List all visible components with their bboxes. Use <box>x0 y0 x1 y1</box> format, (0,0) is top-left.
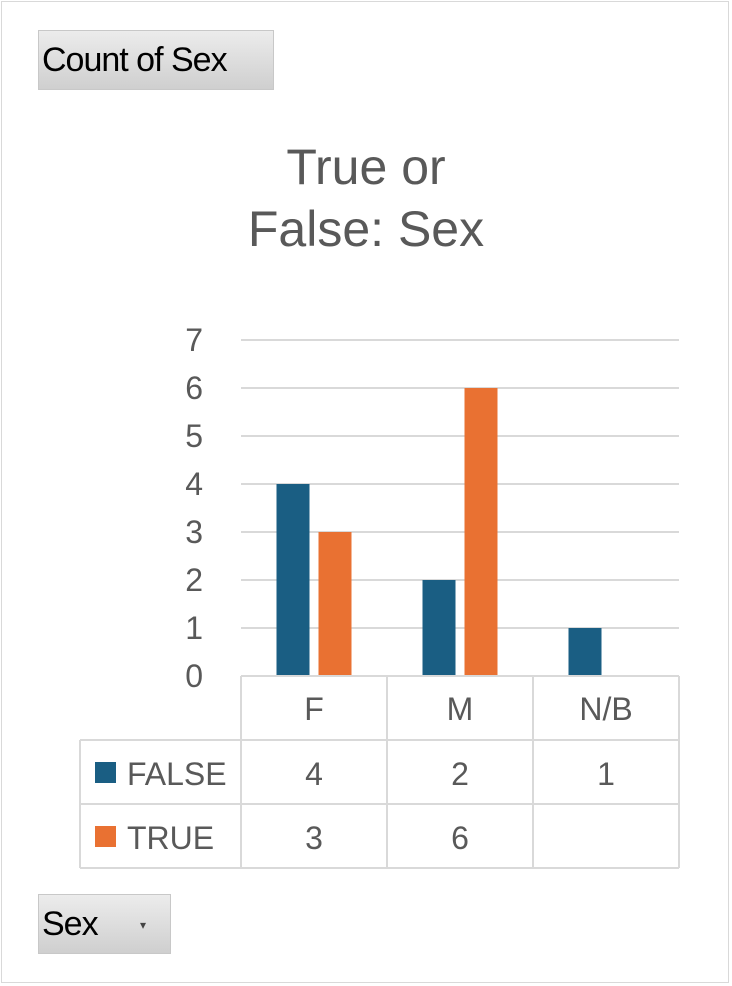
y-tick-label: 7 <box>185 322 203 358</box>
category-label: M <box>447 691 474 727</box>
bar-true <box>464 388 498 676</box>
category-label: N/B <box>579 691 632 727</box>
bar-true <box>318 532 352 676</box>
data-table-value: 4 <box>305 756 323 792</box>
legend-key-true <box>95 826 116 847</box>
bar-false <box>568 628 602 676</box>
bar-false <box>276 484 310 676</box>
data-table-value: 6 <box>451 820 469 856</box>
y-tick-label: 0 <box>185 658 203 694</box>
chart-title: True or False: Sex <box>0 136 732 260</box>
y-tick-label: 2 <box>185 562 203 598</box>
value-field-button[interactable]: Count of Sex <box>38 30 274 90</box>
y-tick-label: 3 <box>185 514 203 550</box>
bar-false <box>422 580 456 676</box>
legend-key-false <box>95 762 116 783</box>
axis-field-label: Sex <box>42 905 99 943</box>
y-tick-label: 5 <box>185 418 203 454</box>
data-table-value: 3 <box>305 820 323 856</box>
y-tick-label: 4 <box>185 466 203 502</box>
category-label: F <box>304 691 324 727</box>
y-tick-label: 6 <box>185 370 203 406</box>
data-table-value: 2 <box>451 756 469 792</box>
y-tick-label: 1 <box>185 610 203 646</box>
chart-title-line-2: False: Sex <box>247 201 485 257</box>
value-field-label: Count of Sex <box>42 41 228 79</box>
dropdown-arrow-icon[interactable]: ▾ <box>140 918 146 932</box>
chart-title-line-1: True or <box>286 139 446 195</box>
axis-field-button[interactable]: Sex ▾ <box>38 894 171 954</box>
series-label: FALSE <box>127 756 227 792</box>
data-table-value: 1 <box>597 756 615 792</box>
series-label: TRUE <box>127 820 214 856</box>
